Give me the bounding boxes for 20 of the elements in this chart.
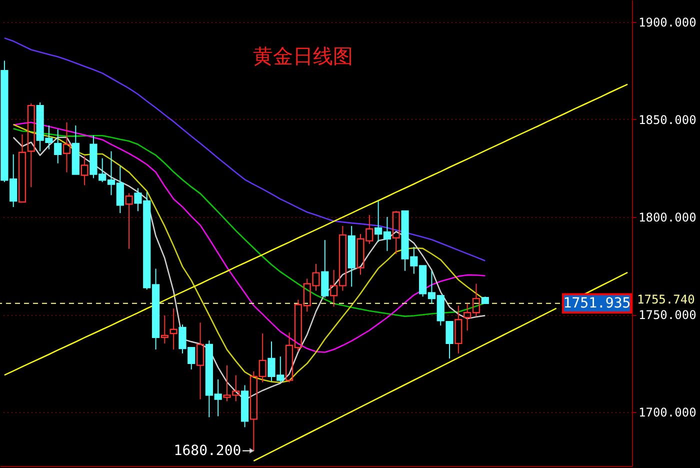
y-tick-label: 1800.000 (638, 210, 696, 224)
y-tick-label: 1750.000 (638, 308, 696, 322)
candlestick (170, 308, 178, 350)
line-series (4, 37, 486, 262)
ref-line-label: 1755.740 (637, 292, 695, 306)
candlestick (160, 315, 168, 344)
candlestick (240, 384, 249, 428)
candlestick (454, 305, 462, 354)
line-series (4, 84, 628, 376)
candlestick (62, 122, 71, 173)
y-tick-label: 1850.000 (638, 112, 696, 127)
y-tick-label: 1900.000 (638, 15, 696, 30)
candlestick (196, 322, 204, 400)
candlestick (54, 128, 62, 164)
annotation: 1751.935 (563, 295, 631, 312)
annotation: 1680.200 (174, 442, 242, 459)
y-tick-label: 1700.000 (638, 406, 696, 420)
line-series (12, 128, 486, 317)
text: 黄金日线图 (253, 44, 353, 68)
candlestick (348, 225, 356, 288)
